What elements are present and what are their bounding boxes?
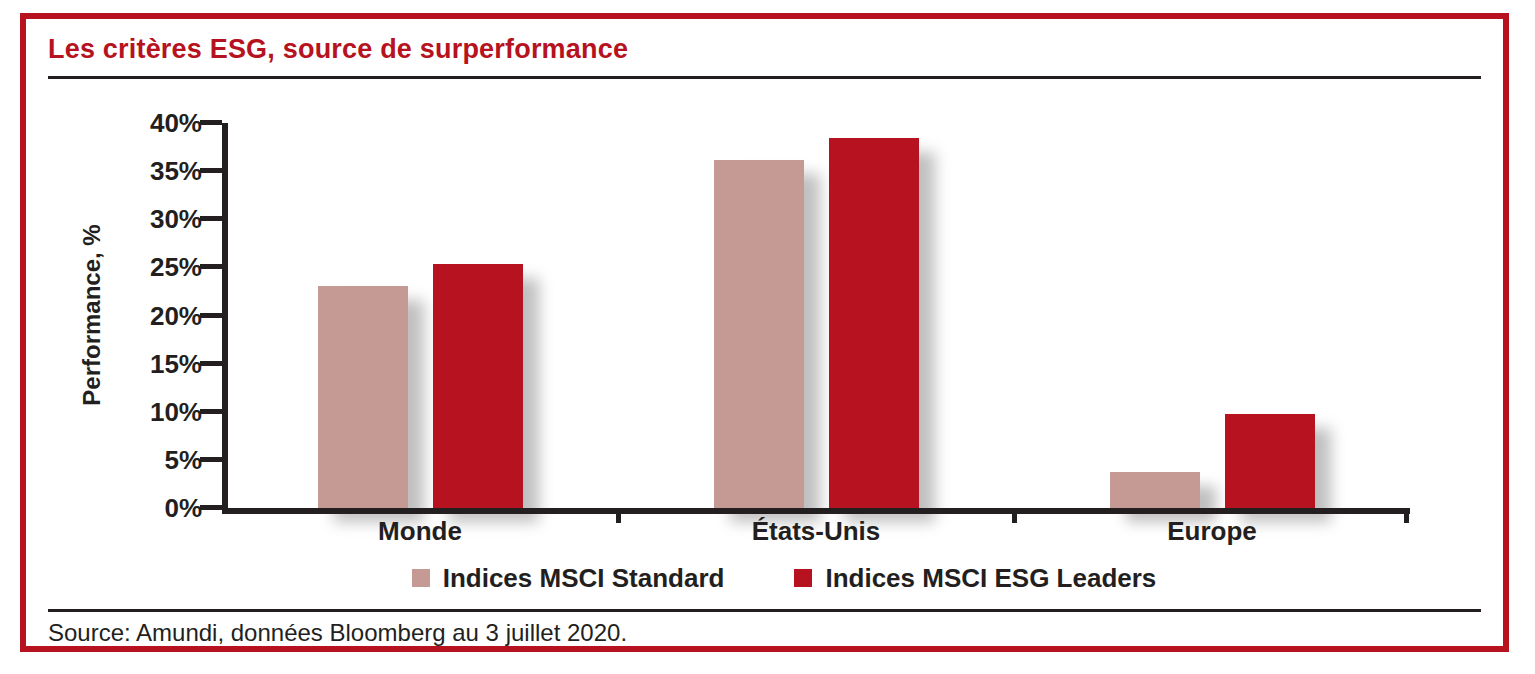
y-tick-label-25: 25%	[40, 251, 202, 283]
y-tick-mark-20	[200, 313, 222, 318]
y-tick-label-35: 35%	[40, 155, 202, 187]
y-tick-mark-5	[200, 457, 222, 462]
legend-label-indices-msci-esg-leaders: Indices MSCI ESG Leaders	[825, 563, 1156, 594]
y-tick-label-0: 0%	[40, 492, 202, 524]
y-tick-label-5: 5%	[40, 444, 202, 476]
x-category-label-monde: Monde	[222, 516, 618, 547]
y-tick-label-30: 30%	[40, 203, 202, 235]
y-tick-mark-30	[200, 216, 222, 221]
legend-swatch-indices-msci-standard	[412, 569, 430, 587]
y-tick-label-20: 20%	[40, 300, 202, 332]
esg-performance-bar-chart: Performance, % 0%5%10%15%20%25%30%35%40%…	[0, 0, 1535, 674]
y-tick-label-40: 40%	[40, 107, 202, 139]
source-text: Source: Amundi, données Bloomberg au 3 j…	[48, 619, 627, 647]
legend-swatch-indices-msci-esg-leaders	[794, 569, 812, 587]
y-tick-label-15: 15%	[40, 348, 202, 380]
x-category-label-europe: Europe	[1014, 516, 1410, 547]
legend-item-indices-msci-esg-leaders: Indices MSCI ESG Leaders	[794, 563, 1156, 594]
legend-label-indices-msci-standard: Indices MSCI Standard	[443, 563, 725, 594]
plot-axes	[222, 123, 1410, 514]
legend-item-indices-msci-standard: Indices MSCI Standard	[412, 563, 725, 594]
y-tick-mark-0	[200, 505, 222, 510]
x-category-label-etats-unis: États-Unis	[618, 516, 1014, 547]
y-tick-mark-15	[200, 361, 222, 366]
legend: Indices MSCI Standard Indices MSCI ESG Le…	[190, 558, 1378, 598]
y-tick-mark-10	[200, 409, 222, 414]
y-tick-label-10: 10%	[40, 396, 202, 428]
y-tick-mark-25	[200, 264, 222, 269]
y-tick-mark-40	[200, 120, 222, 125]
source-divider-line	[48, 609, 1481, 612]
y-tick-mark-35	[200, 168, 222, 173]
